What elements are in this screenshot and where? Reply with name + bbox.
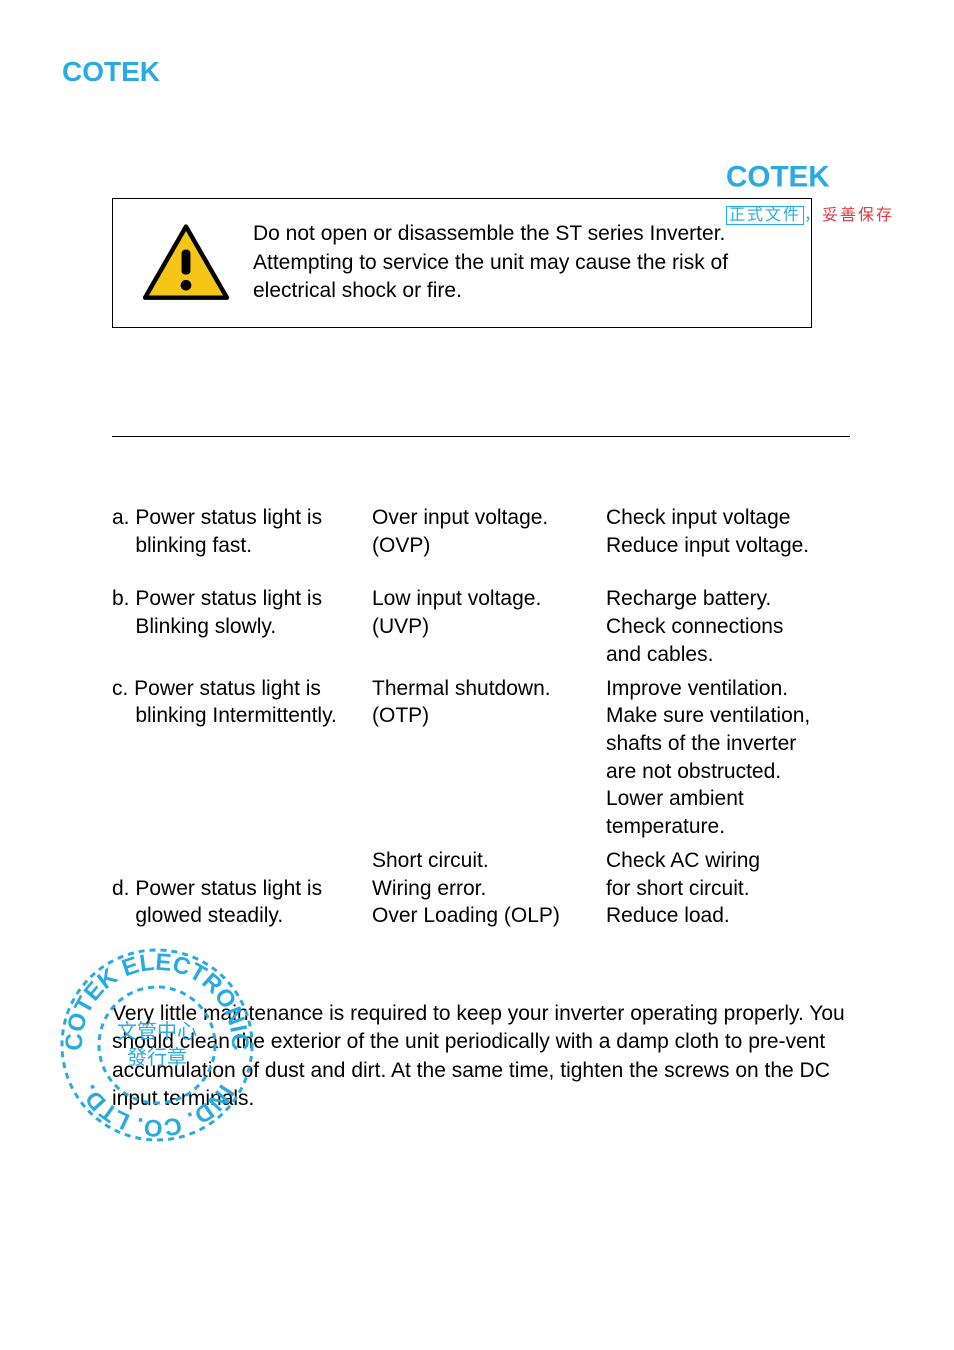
seal-inner-line2: 發行章 (127, 1046, 187, 1069)
brand-logo: COTEK (62, 56, 232, 90)
stamp-red-text: 妥善保存 (822, 207, 894, 224)
brand-logo-text: COTEK (62, 56, 160, 87)
svg-text:IND. CO. LTD.: IND. CO. LTD. (75, 1080, 240, 1142)
symptom-cell: a. Power status light is blinking fast. (112, 504, 372, 559)
cause-cell: Low input voltage. (UVP) (372, 585, 606, 640)
cause-cell: Short circuit. Wiring error. Over Loadin… (372, 847, 606, 930)
warning-box: Do not open or disassemble the ST series… (112, 198, 812, 328)
solution-cell: Recharge battery. Check connections and … (606, 585, 866, 668)
troubleshoot-table: a. Power status light is blinking fast. … (112, 504, 872, 930)
symptom-cell: c. Power status light is blinking Interm… (112, 675, 372, 730)
section-divider (112, 436, 850, 437)
seal-text-bottom: IND. CO. LTD. (75, 1080, 240, 1142)
table-row: d. Power status light is glowed steadily… (112, 847, 872, 930)
stamp-logo-text: COTEK (726, 160, 830, 193)
solution-cell: Check input voltage Reduce input voltage… (606, 504, 866, 559)
solution-cell: Improve ventilation. Make sure ventilati… (606, 675, 866, 841)
stamp-caption: 正式文件，妥善保存 (726, 201, 906, 225)
cause-cell: Over input voltage. (OVP) (372, 504, 606, 559)
stamp-separator: ， (804, 207, 822, 224)
symptom-cell: d. Power status light is glowed steadily… (112, 847, 372, 930)
table-row: b. Power status light is Blinking slowly… (112, 585, 872, 668)
company-seal: COTEK ELECTRONIC IND. CO. LTD. 文管中心 發行章 (52, 940, 262, 1150)
symptom-cell: b. Power status light is Blinking slowly… (112, 585, 372, 640)
solution-cell: Check AC wiring for short circuit. Reduc… (606, 847, 866, 930)
table-row: a. Power status light is blinking fast. … (112, 504, 872, 559)
stamp-blue-text: 正式文件 (726, 206, 804, 225)
seal-inner-line1: 文管中心 (117, 1020, 197, 1043)
warning-text: Do not open or disassemble the ST series… (253, 220, 795, 305)
doc-stamp-top: COTEK 正式文件，妥善保存 (726, 160, 906, 230)
cause-cell: Thermal shutdown. (OTP) (372, 675, 606, 730)
table-row: c. Power status light is blinking Interm… (112, 675, 872, 841)
warning-icon (141, 223, 231, 303)
